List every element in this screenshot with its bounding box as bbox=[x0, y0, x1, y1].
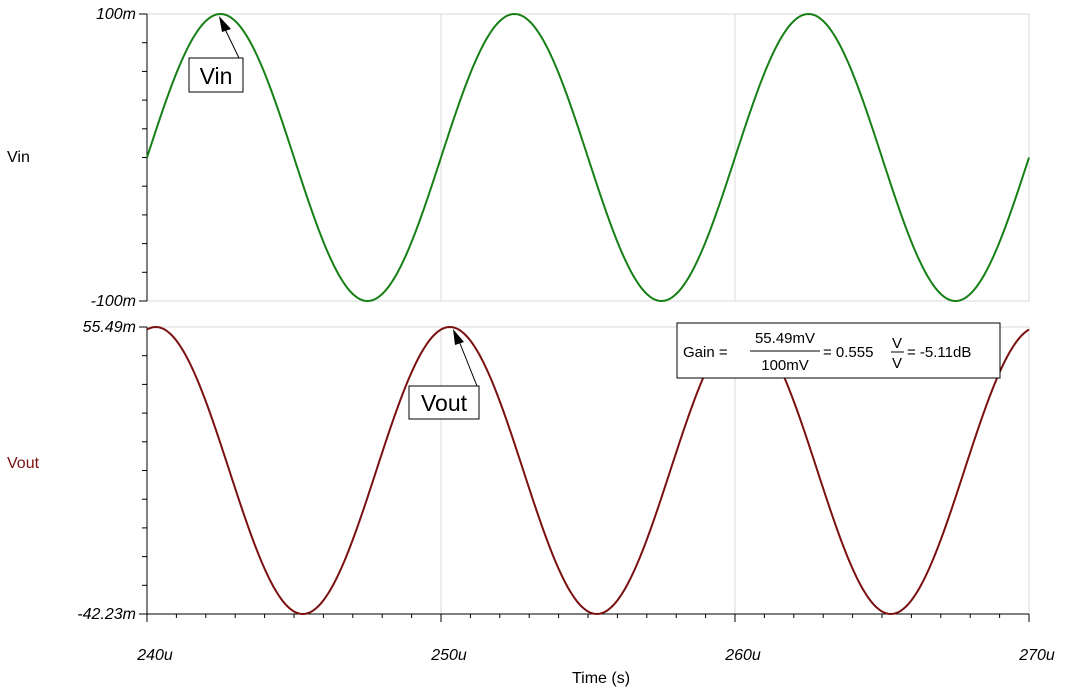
vin-y-axis bbox=[139, 13, 148, 302]
gain-db: = -5.11dB bbox=[907, 344, 971, 361]
vout-panel: 55.49m -42.23m Vout 240u 250u 260u 270u … bbox=[7, 319, 1055, 687]
vout-series-line bbox=[146, 325, 1030, 616]
xtick-label-250u: 250u bbox=[430, 647, 467, 664]
xtick-label-270u: 270u bbox=[1018, 647, 1055, 664]
vin-callout-arrowhead bbox=[219, 16, 231, 32]
vout-y-axis bbox=[139, 326, 148, 615]
vin-ytick-min: -100m bbox=[91, 293, 136, 310]
vin-callout-box bbox=[188, 57, 244, 93]
vout-axis-label: Vout bbox=[7, 455, 40, 472]
vin-panel: 100m -100m Vin Vin bbox=[7, 6, 1030, 310]
vout-ytick-min: -42.23m bbox=[77, 606, 136, 623]
gain-numerator: 55.49mV bbox=[755, 330, 815, 347]
vin-callout: Vin bbox=[188, 16, 244, 93]
gain-denominator: 100mV bbox=[761, 357, 809, 374]
time-x-axis bbox=[146, 613, 1030, 622]
vin-series-line bbox=[146, 12, 1030, 303]
vin-callout-label: Vin bbox=[200, 63, 233, 89]
gain-unit-numerator: V bbox=[892, 335, 902, 352]
vin-axis-label: Vin bbox=[7, 149, 30, 166]
xtick-label-240u: 240u bbox=[136, 647, 173, 664]
vout-callout-leader bbox=[458, 340, 478, 387]
vout-callout-label: Vout bbox=[421, 390, 468, 416]
gain-prefix: Gain = bbox=[683, 344, 728, 361]
vin-callout-leader bbox=[223, 26, 240, 59]
xtick-label-260u: 260u bbox=[724, 647, 761, 664]
gain-box-frame bbox=[676, 322, 1001, 379]
vout-callout: Vout bbox=[408, 329, 480, 420]
gain-ratio: = 0.555 bbox=[823, 344, 873, 361]
vout-callout-box bbox=[408, 385, 480, 420]
x-axis-title: Time (s) bbox=[572, 670, 630, 687]
vin-ytick-max: 100m bbox=[96, 6, 136, 23]
vout-callout-arrowhead bbox=[453, 329, 464, 345]
gain-annotation-box: Gain = 55.49mV 100mV = 0.555 V V = -5.11… bbox=[676, 322, 1001, 379]
vout-ytick-max: 55.49m bbox=[83, 319, 136, 336]
gain-unit-denominator: V bbox=[892, 355, 902, 372]
